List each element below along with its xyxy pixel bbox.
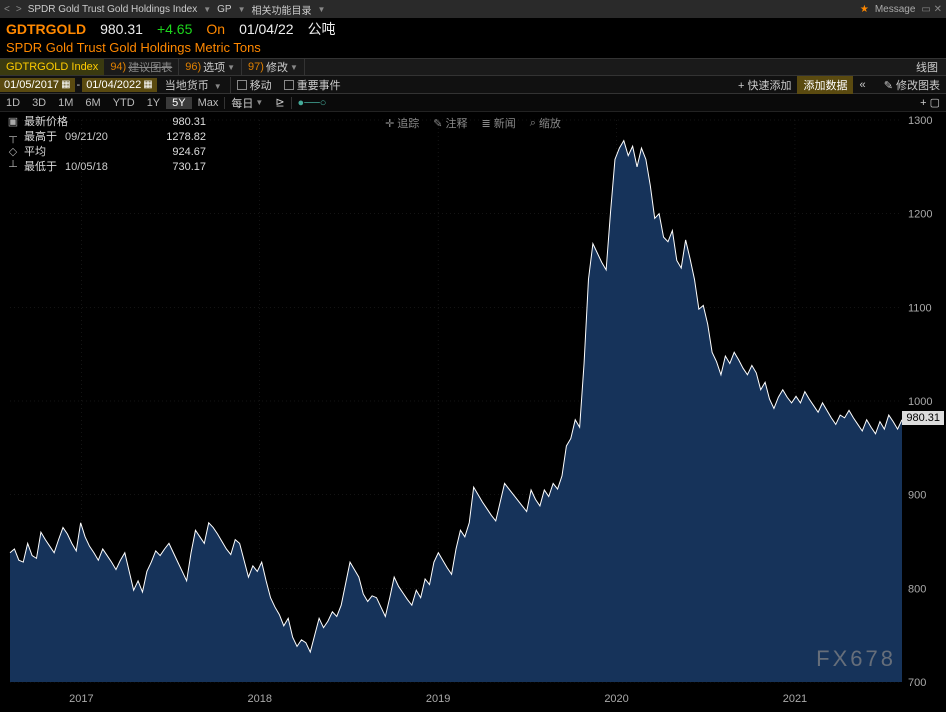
- frequency-selector[interactable]: 每日 ▼: [225, 95, 269, 111]
- quick-add-button[interactable]: + 快速添加: [732, 77, 797, 93]
- news-icon: ≣: [482, 117, 491, 130]
- current-price-tag: 980.31: [902, 411, 944, 425]
- suggest-button[interactable]: 94) 建议图表: [104, 59, 179, 75]
- checkbox-icon: [237, 80, 247, 90]
- date-range-bar: 01/05/2017 ▦ - 01/04/2022 ▦ 当地货币 ▼ 移动 重要…: [0, 76, 946, 94]
- svg-text:2019: 2019: [426, 693, 450, 705]
- ticker-header: GDTRGOLD 980.31 +4.65 On 01/04/22 公吨: [0, 18, 946, 40]
- high-icon: ┬: [6, 130, 20, 145]
- date-from-field[interactable]: 01/05/2017 ▦: [0, 78, 75, 92]
- edit-button[interactable]: 97) 修改 ▼: [242, 59, 305, 75]
- stat-avg: ◇ 平均 924.67: [6, 145, 206, 160]
- stat-last: ▣ 最新价格 980.31: [6, 115, 206, 130]
- svg-text:2017: 2017: [69, 693, 93, 705]
- menu-bar: GDTRGOLD Index 94) 建议图表 96) 选项 ▼ 97) 修改 …: [0, 58, 946, 76]
- nav-fwd-icon[interactable]: >: [16, 4, 22, 15]
- svg-text:1200: 1200: [908, 209, 932, 221]
- breadcrumb-2[interactable]: GP: [217, 4, 231, 15]
- ticker-unit: 公吨: [308, 19, 336, 39]
- zoom-icon: ⌕: [530, 117, 536, 130]
- news-button[interactable]: ≣新闻: [482, 115, 516, 131]
- window-controls[interactable]: ▭ ✕: [921, 4, 942, 15]
- ticker-change: +4.65: [157, 21, 192, 37]
- svg-text:2021: 2021: [783, 693, 807, 705]
- avg-icon: ◇: [6, 145, 20, 160]
- svg-text:2020: 2020: [604, 693, 628, 705]
- chevron-down-icon: ▼: [255, 98, 263, 107]
- pencil-icon: ✎: [433, 117, 442, 130]
- collapse-button[interactable]: «: [853, 79, 877, 91]
- chart-type-label[interactable]: 线图: [908, 59, 946, 75]
- stat-high: ┬ 最高于 09/21/20 1278.82: [6, 130, 206, 145]
- svg-text:2018: 2018: [248, 693, 272, 705]
- checkbox-icon: [284, 80, 294, 90]
- range-1m[interactable]: 1M: [52, 97, 79, 109]
- index-chip[interactable]: GDTRGOLD Index: [0, 59, 104, 75]
- crosshair-icon: ✛: [385, 117, 394, 130]
- message-button[interactable]: Message: [875, 4, 916, 15]
- ticker-date: 01/04/22: [239, 21, 294, 37]
- star-icon[interactable]: ★: [860, 4, 869, 15]
- events-checkbox[interactable]: 重要事件: [278, 77, 347, 93]
- tree-icon: ▣: [6, 115, 20, 130]
- watermark: FX678: [816, 646, 896, 672]
- svg-text:1100: 1100: [908, 302, 932, 314]
- ticker-price: 980.31: [100, 21, 143, 37]
- svg-text:800: 800: [908, 583, 926, 595]
- chart-area[interactable]: 700 800 900 1000 1100 1200 1300 2017 2018 2019 202…: [0, 112, 946, 712]
- range-3d[interactable]: 3D: [26, 97, 52, 109]
- chevron-down-icon[interactable]: ▼: [238, 5, 246, 14]
- options-button[interactable]: 96) 选项 ▼: [179, 59, 242, 75]
- price-chart[interactable]: 700 800 900 1000 1100 1200 1300 2017 2018 2019 202…: [0, 112, 946, 712]
- svg-text:900: 900: [908, 490, 926, 502]
- range-5y[interactable]: 5Y: [166, 97, 191, 109]
- currency-button[interactable]: 当地货币 ▼: [157, 77, 231, 93]
- nav-back-icon[interactable]: <: [4, 4, 10, 15]
- chart-style-button[interactable]: ⊵: [269, 96, 290, 109]
- pencil-icon: ✎: [884, 80, 893, 92]
- calendar-icon[interactable]: ▦: [143, 79, 152, 90]
- chevron-down-icon: ▼: [214, 82, 222, 91]
- stat-low: ┴ 最低于 10/05/18 730.17: [6, 160, 206, 175]
- edit-chart-button[interactable]: ✎ 修改图表: [878, 77, 946, 93]
- svg-text:700: 700: [908, 677, 926, 689]
- range-ytd[interactable]: YTD: [107, 97, 141, 109]
- annotate-button[interactable]: ✎注释: [433, 115, 467, 131]
- add-data-field[interactable]: 添加数据: [797, 76, 853, 94]
- svg-text:1000: 1000: [908, 396, 932, 408]
- range-bar: 1D3D1M6MYTD1Y5YMax 每日 ▼ ⊵ ●──○ + ▢: [0, 94, 946, 112]
- price-stats-panel: ▣ 最新价格 980.31 ┬ 最高于 09/21/20 1278.82 ◇ 平…: [6, 115, 206, 175]
- range-1y[interactable]: 1Y: [141, 97, 166, 109]
- calendar-icon[interactable]: ▦: [61, 79, 70, 90]
- chevron-down-icon: ▼: [227, 63, 235, 72]
- chart-subtitle: SPDR Gold Trust Gold Holdings Metric Ton…: [0, 40, 946, 58]
- top-nav-bar: < > SPDR Gold Trust Gold Holdings Index …: [0, 0, 946, 18]
- settings-toggle[interactable]: ●──○: [292, 97, 333, 109]
- range-6m[interactable]: 6M: [79, 97, 106, 109]
- chevron-down-icon[interactable]: ▼: [318, 5, 326, 14]
- ticker-on-label: On: [206, 21, 225, 37]
- low-icon: ┴: [6, 160, 20, 175]
- zoom-button[interactable]: ⌕缩放: [530, 115, 561, 131]
- breadcrumb-3[interactable]: 相关功能目录: [252, 2, 312, 17]
- move-checkbox[interactable]: 移动: [231, 77, 278, 93]
- range-1d[interactable]: 1D: [0, 97, 26, 109]
- date-to-field[interactable]: 01/04/2022 ▦: [82, 78, 157, 92]
- chart-overlay-toolbar: ✛追踪 ✎注释 ≣新闻 ⌕缩放: [385, 115, 561, 131]
- breadcrumb-1[interactable]: SPDR Gold Trust Gold Holdings Index: [28, 4, 198, 15]
- track-button[interactable]: ✛追踪: [385, 115, 419, 131]
- chevron-down-icon: ▼: [290, 63, 298, 72]
- svg-text:1300: 1300: [908, 115, 932, 127]
- range-max[interactable]: Max: [192, 97, 225, 109]
- add-panel-button[interactable]: + ▢: [914, 96, 946, 109]
- chevron-down-icon[interactable]: ▼: [203, 5, 211, 14]
- ticker-symbol: GDTRGOLD: [6, 21, 86, 37]
